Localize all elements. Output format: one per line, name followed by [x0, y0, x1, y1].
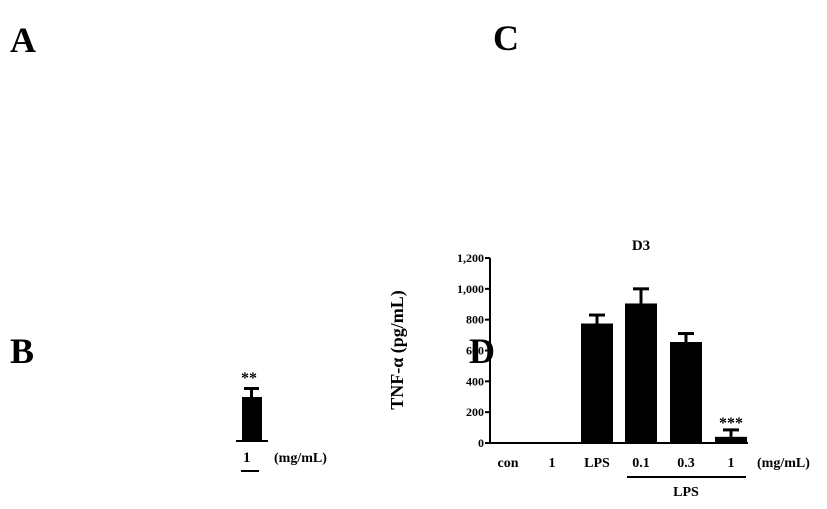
chart-title: D3	[632, 238, 650, 254]
y-tick-label: 1,000	[457, 282, 484, 296]
y-tick-label: 600	[466, 344, 484, 358]
fragment-underline	[241, 470, 259, 472]
bar	[625, 303, 657, 443]
panel-label-c: C	[493, 18, 519, 58]
x-tick-label: 1	[549, 456, 556, 471]
fragment-significance: **	[241, 370, 257, 387]
x-tick-label: LPS	[584, 456, 610, 471]
x-tick-label: 0.3	[677, 456, 695, 471]
panel-label-a: A	[10, 20, 36, 60]
fragment-error-bar	[250, 388, 253, 398]
bar	[581, 323, 613, 443]
fragment-tick-label: 1	[243, 450, 251, 466]
x-tick-label: 0.1	[632, 456, 650, 471]
y-tick-label: 800	[466, 313, 484, 327]
y-tick-label: 200	[466, 405, 484, 419]
y-tick-label: 1,200	[457, 251, 484, 265]
y-tick-label: 400	[466, 374, 484, 388]
group-label: LPS	[673, 485, 699, 500]
bar	[670, 342, 702, 443]
y-axis-label: TNF-α (pg/mL)	[387, 290, 408, 410]
unit-label: (mg/mL)	[757, 456, 810, 471]
bar	[715, 436, 747, 443]
x-tick-label: 1	[728, 456, 735, 471]
x-tick-label: con	[498, 456, 519, 471]
fragment-unit-label: (mg/mL)	[274, 451, 327, 466]
panel-label-b: B	[10, 331, 35, 371]
panel-label-d: D	[469, 331, 495, 371]
fragment-error-cap	[244, 387, 259, 390]
significance-label: ***	[719, 415, 743, 432]
fragment-x-axis	[236, 440, 268, 442]
y-tick-label: 0	[478, 436, 484, 450]
fragment-bar	[242, 397, 262, 441]
